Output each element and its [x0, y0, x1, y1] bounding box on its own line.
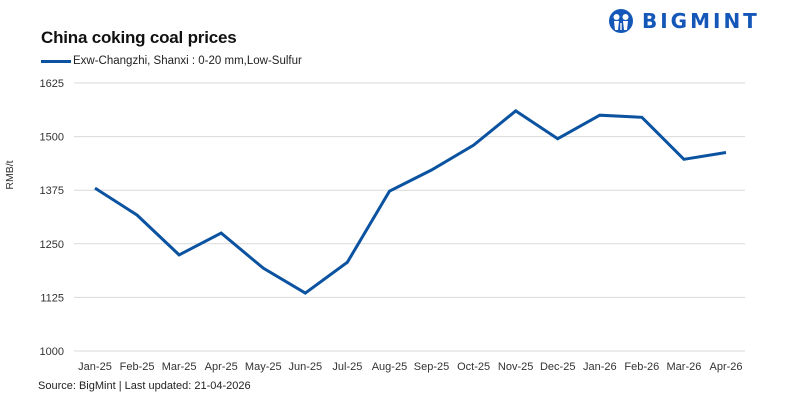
- y-tick-label: 1375: [40, 185, 64, 197]
- x-tick-label: May-25: [245, 361, 282, 373]
- logo-text: BIGMINT: [642, 9, 760, 33]
- x-tick-label: Sep-25: [414, 361, 449, 373]
- x-tick-label: Jul-25: [332, 361, 362, 373]
- x-tick-label: Aug-25: [372, 361, 407, 373]
- y-tick-label: 1250: [40, 239, 64, 251]
- x-tick-label: Jan-25: [78, 361, 112, 373]
- x-tick-label: Apr-25: [205, 361, 238, 373]
- legend-line-swatch: [41, 59, 71, 63]
- x-tick-label: Feb-25: [120, 361, 155, 373]
- x-tick-label: Nov-25: [498, 361, 533, 373]
- y-tick-label: 1500: [40, 132, 64, 144]
- y-tick-label: 1000: [40, 346, 64, 358]
- chart-title: China coking coal prices: [41, 28, 237, 47]
- x-tick-label: Feb-26: [624, 361, 659, 373]
- y-tick-label: 1625: [40, 78, 64, 90]
- x-axis-ticks: Jan-25 Feb-25 Mar-25 Apr-25 May-25 Jun-25 Jul-…: [78, 361, 742, 373]
- bigmint-logo: BIGMINT: [608, 8, 760, 34]
- x-tick-label: Apr-26: [709, 361, 742, 373]
- x-tick-label: Jun-25: [289, 361, 323, 373]
- x-tick-label: Mar-26: [667, 361, 702, 373]
- source-note: Source: BigMint | Last updated: 21-04-20…: [38, 380, 251, 392]
- x-tick-label: Dec-25: [540, 361, 575, 373]
- gridlines: [74, 82, 745, 352]
- y-axis-ticks: 1000 1125 1250 1375 1500 1625: [40, 78, 64, 358]
- y-tick-label: 1125: [40, 292, 64, 304]
- x-tick-label: Jan-26: [583, 361, 617, 373]
- x-tick-label: Mar-25: [162, 361, 197, 373]
- x-tick-label: Oct-25: [457, 361, 490, 373]
- legend-label: Exw-Changzhi, Shanxi : 0-20 mm,Low-Sulfu…: [73, 55, 302, 67]
- price-line: [94, 109, 727, 295]
- chart-legend: Exw-Changzhi, Shanxi : 0-20 mm,Low-Sulfu…: [41, 55, 302, 67]
- bigmint-people-icon: [609, 9, 633, 33]
